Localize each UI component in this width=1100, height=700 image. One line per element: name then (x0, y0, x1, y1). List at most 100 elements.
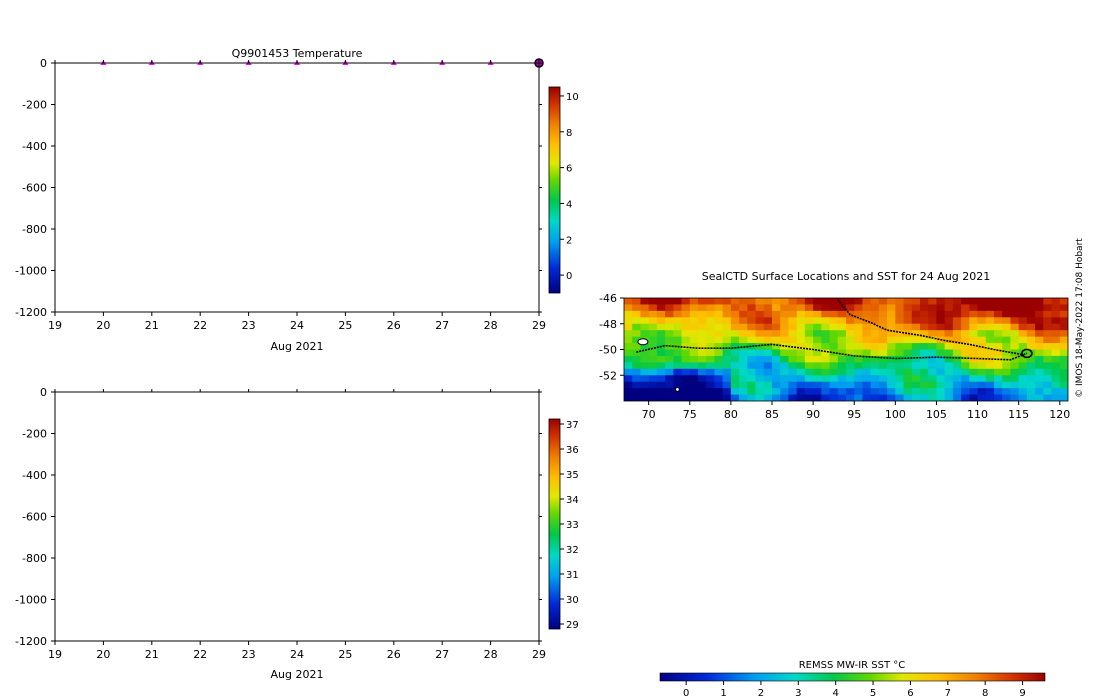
sst-cell (772, 336, 781, 344)
sst-cell (985, 323, 995, 331)
sst-cell (977, 368, 987, 376)
map-x-tick-label: 90 (806, 408, 820, 421)
sst-cell (977, 330, 987, 338)
sst-cell (878, 330, 888, 338)
sst-cell (788, 304, 798, 312)
sst-cell (804, 304, 814, 312)
sst-cell (887, 394, 896, 401)
sst-cell (730, 323, 740, 331)
sst-cell (813, 310, 822, 318)
temperature-colorbar-ticks: 0 2 4 6 8 10 (560, 92, 579, 282)
sst-cell (1059, 336, 1068, 344)
sst-cell (780, 375, 789, 383)
sst-cell (681, 304, 691, 312)
sst-cell (739, 310, 748, 318)
sst-cell (1051, 355, 1061, 363)
sst-cell (648, 375, 658, 383)
sst-cell (755, 388, 765, 396)
sst-cell (706, 330, 715, 338)
sst-cell (673, 394, 683, 401)
sst-cell (673, 336, 683, 344)
sst-cell (969, 362, 979, 370)
sst-cell (739, 368, 748, 376)
sst-cell (969, 375, 979, 383)
sst-cell (640, 349, 650, 357)
sst-cell (804, 310, 814, 318)
sst-cell (796, 381, 806, 389)
sst-cell (673, 375, 683, 383)
sst-cell (821, 394, 831, 401)
sst-cell (920, 323, 929, 331)
sst-cell (640, 375, 650, 383)
sst-cell (837, 388, 847, 396)
sst-cell (887, 362, 896, 370)
sst-cell (1002, 375, 1011, 383)
sst-cell (837, 349, 847, 357)
sst-cell (780, 394, 789, 401)
sst-cell (837, 317, 847, 325)
x-tick-label: 26 (387, 319, 401, 332)
sst-cell (656, 388, 666, 396)
sst-cell (747, 317, 757, 325)
sst-cell (673, 349, 683, 357)
sst-cell (788, 355, 798, 363)
sst-cell (698, 323, 707, 331)
sst-cell (656, 336, 666, 344)
sst-cell (632, 304, 641, 312)
sst-cell (665, 298, 674, 305)
sst-cell (952, 336, 962, 344)
sst-cell (813, 323, 822, 331)
sst-cell (747, 394, 757, 401)
sst-cell (698, 368, 707, 376)
sst-cell (673, 310, 683, 318)
sst-cell (1051, 298, 1061, 305)
sst-cell (862, 375, 872, 383)
sst-cell (862, 310, 872, 318)
sst-cell (854, 343, 863, 350)
sst-cell (714, 310, 724, 318)
sst-cell (689, 375, 699, 383)
x-tick-label: 20 (96, 319, 110, 332)
sst-cell (837, 375, 847, 383)
sst-cell (739, 323, 748, 331)
sst-cell (665, 368, 674, 376)
sst-cell (985, 381, 995, 389)
sst-cell (796, 323, 806, 331)
sst-cell (813, 375, 822, 383)
temperature-x-ticks: 19 20 21 22 23 24 25 26 27 28 29 (48, 60, 546, 332)
sst-cell (985, 310, 995, 318)
map-x-tick-label: 105 (926, 408, 947, 421)
sst-cell (829, 388, 839, 396)
sst-cell (763, 317, 773, 325)
sst-cell (936, 310, 946, 318)
sst-cell (1010, 330, 1020, 338)
sst-cell (837, 394, 847, 401)
sst-cell (681, 298, 691, 305)
sst-cell (706, 349, 715, 357)
temperature-axes-frame (54, 62, 540, 313)
sst-cell (730, 317, 740, 325)
sst-cell (862, 304, 872, 312)
sst-cell (961, 394, 970, 401)
sst-cell (969, 381, 979, 389)
sst-cell (870, 343, 880, 350)
sst-cell (1043, 375, 1053, 383)
sst-cell (689, 336, 699, 344)
sst-cell (739, 349, 748, 357)
sst-cell (796, 368, 806, 376)
x-tick-label: 27 (435, 648, 449, 661)
sst-cell (730, 304, 740, 312)
sst-cell (648, 362, 658, 370)
sst-cell (755, 394, 765, 401)
sst-cell (1059, 362, 1068, 370)
sst-cell (878, 298, 888, 305)
sst-cell (928, 323, 937, 331)
colorbar-tick-label: 31 (566, 570, 579, 581)
sst-cell (994, 298, 1003, 305)
sst-cell (722, 381, 732, 389)
sst-cell (648, 330, 658, 338)
sst-cell (887, 317, 896, 325)
sst-cell (624, 310, 633, 318)
sst-cell (780, 317, 789, 325)
sst-cell (755, 330, 765, 338)
